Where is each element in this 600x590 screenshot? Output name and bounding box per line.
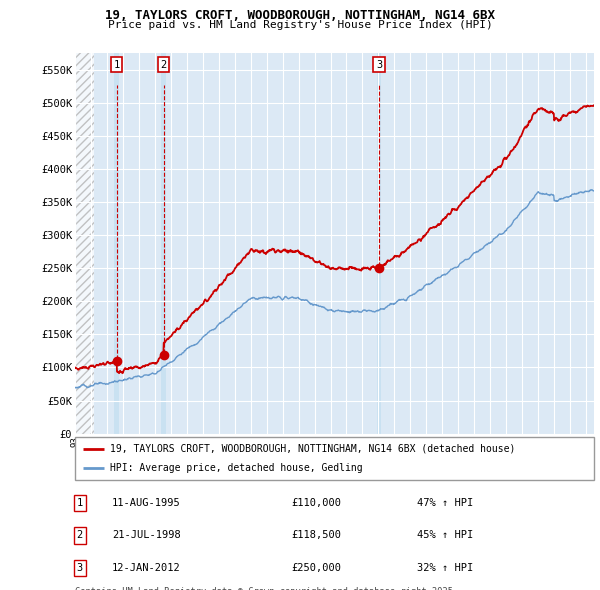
Text: 45% ↑ HPI: 45% ↑ HPI <box>417 530 473 540</box>
Text: Contains HM Land Registry data © Crown copyright and database right 2025.
This d: Contains HM Land Registry data © Crown c… <box>75 587 458 590</box>
Text: 2: 2 <box>161 60 167 70</box>
Text: HPI: Average price, detached house, Gedling: HPI: Average price, detached house, Gedl… <box>110 463 363 473</box>
Text: 21-JUL-1998: 21-JUL-1998 <box>112 530 181 540</box>
Text: 19, TAYLORS CROFT, WOODBOROUGH, NOTTINGHAM, NG14 6BX (detached house): 19, TAYLORS CROFT, WOODBOROUGH, NOTTINGH… <box>110 444 515 454</box>
Text: £250,000: £250,000 <box>291 563 341 573</box>
FancyBboxPatch shape <box>75 437 594 480</box>
Bar <box>377 53 382 434</box>
Text: 19, TAYLORS CROFT, WOODBOROUGH, NOTTINGHAM, NG14 6BX: 19, TAYLORS CROFT, WOODBOROUGH, NOTTINGH… <box>105 9 495 22</box>
Text: £110,000: £110,000 <box>291 498 341 508</box>
Bar <box>161 53 166 434</box>
Text: 32% ↑ HPI: 32% ↑ HPI <box>417 563 473 573</box>
Bar <box>114 53 119 434</box>
Text: 2: 2 <box>77 530 83 540</box>
Text: 3: 3 <box>376 60 382 70</box>
Text: Price paid vs. HM Land Registry's House Price Index (HPI): Price paid vs. HM Land Registry's House … <box>107 20 493 30</box>
Text: 12-JAN-2012: 12-JAN-2012 <box>112 563 181 573</box>
Text: 47% ↑ HPI: 47% ↑ HPI <box>417 498 473 508</box>
Text: 3: 3 <box>77 563 83 573</box>
Text: £118,500: £118,500 <box>291 530 341 540</box>
Text: 1: 1 <box>77 498 83 508</box>
Bar <box>75 53 94 434</box>
Text: 1: 1 <box>113 60 120 70</box>
Text: 11-AUG-1995: 11-AUG-1995 <box>112 498 181 508</box>
